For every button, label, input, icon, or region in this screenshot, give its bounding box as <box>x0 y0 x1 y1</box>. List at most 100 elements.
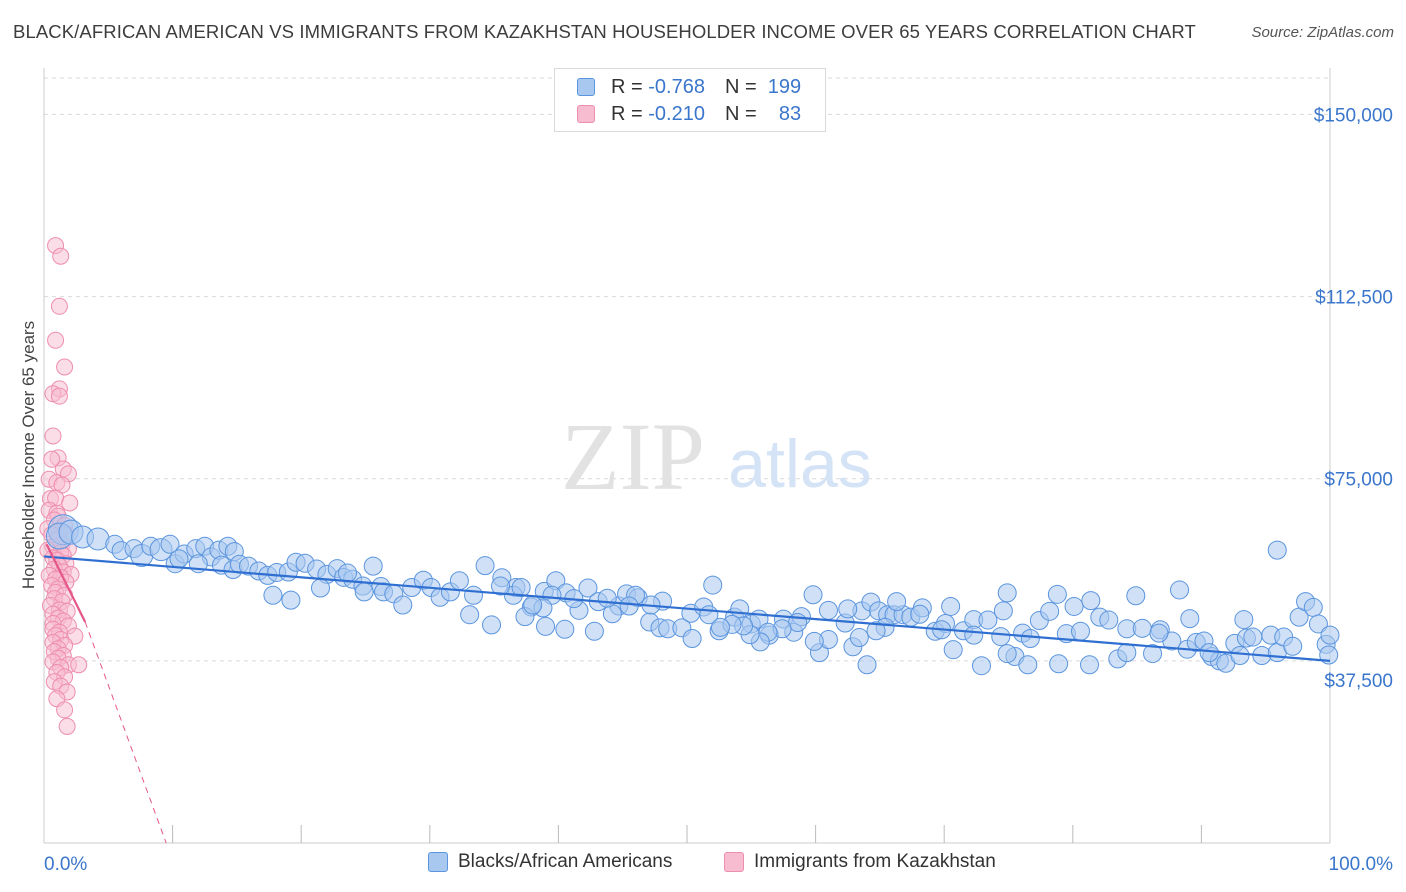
series-legend: Blacks/African Americans Immigrants from… <box>0 851 1406 877</box>
legend-swatch-kazakhstan <box>577 105 595 123</box>
point-black <box>997 644 1017 664</box>
point-black <box>491 576 511 596</box>
point-black <box>281 590 301 610</box>
legend-row-black: R = -0.768 N = 199 <box>577 75 801 99</box>
point-black <box>482 615 502 635</box>
point-black <box>1230 646 1250 666</box>
series-black-points <box>45 514 1340 676</box>
point-black <box>1303 597 1323 617</box>
point-black <box>511 578 531 598</box>
point-black <box>619 596 639 616</box>
point-black <box>363 556 383 576</box>
point-black <box>1047 584 1067 604</box>
legend-item-kazakhstan[interactable]: Immigrants from Kazakhstan <box>724 851 996 873</box>
point-black <box>1020 629 1040 649</box>
correlation-legend: R = -0.768 N = 199 R = -0.210 N = 83 <box>554 68 826 132</box>
point-black <box>555 619 575 639</box>
point-black <box>1267 540 1287 560</box>
point-black <box>978 610 998 630</box>
legend-label-kazakhstan: Immigrants from Kazakhstan <box>754 851 996 872</box>
point-black <box>699 605 719 625</box>
series-kazakhstan-points <box>39 237 88 735</box>
point-black <box>993 601 1013 621</box>
point-black <box>354 582 374 602</box>
point-black <box>804 631 824 651</box>
point-kazakhstan <box>50 297 68 315</box>
point-black <box>997 583 1017 603</box>
point-black <box>1180 609 1200 629</box>
point-kazakhstan <box>47 331 65 349</box>
point-kazakhstan <box>52 247 70 265</box>
point-kazakhstan <box>43 450 61 468</box>
point-black <box>1308 614 1328 634</box>
point-black <box>887 592 907 612</box>
trend-line-black <box>43 555 1331 662</box>
point-black <box>943 640 963 660</box>
legend-swatch-black <box>428 852 448 872</box>
point-kazakhstan <box>61 494 79 512</box>
point-black <box>710 617 730 637</box>
legend-swatch-black <box>577 78 595 96</box>
legend-r-value: -0.768 <box>648 75 705 98</box>
point-black <box>337 563 357 583</box>
point-black <box>536 616 556 636</box>
point-black <box>263 585 283 605</box>
point-black <box>991 627 1011 647</box>
point-black <box>1143 644 1163 664</box>
point-black <box>1080 655 1100 675</box>
legend-n-label: N = <box>724 102 757 125</box>
point-black <box>1149 623 1169 643</box>
x-tick-label: 100.0% <box>1329 854 1394 875</box>
legend-item-black[interactable]: Blacks/African Americans <box>428 851 672 873</box>
point-black <box>941 596 961 616</box>
legend-r-value: -0.210 <box>648 102 705 125</box>
legend-n-label: N = <box>724 75 757 98</box>
point-black <box>169 549 189 569</box>
watermark: ZIP atlas <box>561 403 872 510</box>
legend-label-black: Blacks/African Americans <box>458 851 673 872</box>
y-tick-label: $37,500 <box>1324 671 1393 692</box>
point-black <box>971 656 991 676</box>
legend-n-value: 199 <box>767 75 802 98</box>
point-black <box>578 578 598 598</box>
x-tick-label: 0.0% <box>44 854 87 875</box>
axes <box>43 68 1331 844</box>
point-black <box>1071 621 1091 641</box>
point-black <box>803 585 823 605</box>
point-black <box>703 575 723 595</box>
point-black <box>160 534 180 554</box>
chart-title: BLACK/AFRICAN AMERICAN VS IMMIGRANTS FRO… <box>13 21 1196 42</box>
point-black <box>460 605 480 625</box>
point-black <box>393 595 413 615</box>
point-black <box>464 585 484 605</box>
point-kazakhstan <box>50 387 68 405</box>
point-black <box>866 621 886 641</box>
legend-r-label: R = <box>611 102 643 125</box>
point-kazakhstan <box>56 701 74 719</box>
point-black <box>1170 580 1190 600</box>
y-tick-label: $75,000 <box>1324 470 1393 491</box>
y-tick-labels: $37,500 $75,000 $112,500 $150,000 <box>1314 105 1393 691</box>
trend-line-kazakhstan-extended <box>84 621 167 844</box>
point-black <box>449 571 469 591</box>
point-black <box>1126 586 1146 606</box>
point-black <box>1049 654 1069 674</box>
legend-row-kazakhstan: R = -0.210 N = 83 <box>577 102 801 126</box>
trend-lines <box>43 543 1331 844</box>
point-black <box>523 595 543 615</box>
point-black <box>597 588 617 608</box>
point-black <box>1320 625 1340 645</box>
point-black <box>1243 627 1263 647</box>
trend-line-kazakhstan <box>45 543 87 623</box>
watermark-atlas: atlas <box>728 426 872 502</box>
point-black <box>1018 655 1038 675</box>
x-tick-labels: 0.0% 100.0% <box>44 854 1393 875</box>
legend-n-value: 83 <box>778 102 802 125</box>
point-kazakhstan <box>56 358 74 376</box>
point-black <box>1234 610 1254 630</box>
point-black <box>964 625 984 645</box>
legend-swatch-kazakhstan <box>724 852 744 872</box>
point-black <box>1081 591 1101 611</box>
point-black <box>682 629 702 649</box>
point-black <box>849 628 869 648</box>
